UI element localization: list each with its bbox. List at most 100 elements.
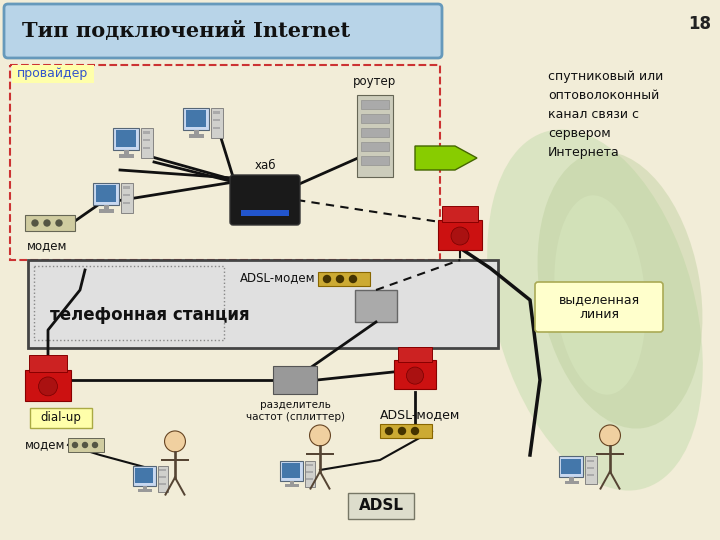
Text: выделенная
линия: выделенная линия bbox=[559, 293, 639, 321]
Bar bbox=[282, 463, 300, 477]
Bar bbox=[212, 119, 220, 122]
Bar bbox=[398, 347, 432, 362]
Circle shape bbox=[349, 275, 356, 282]
Bar bbox=[355, 290, 397, 322]
Text: ADSL: ADSL bbox=[359, 498, 403, 514]
Bar bbox=[285, 484, 299, 487]
Text: телефонная станция: телефонная станция bbox=[50, 306, 250, 324]
Circle shape bbox=[310, 425, 330, 446]
Circle shape bbox=[385, 428, 392, 435]
Bar bbox=[159, 476, 166, 478]
Text: провайдер: провайдер bbox=[17, 68, 89, 80]
Bar bbox=[306, 471, 313, 473]
Bar bbox=[361, 156, 389, 165]
Text: Тип подключений Internet: Тип подключений Internet bbox=[22, 21, 350, 41]
Bar bbox=[587, 467, 594, 469]
Text: dial-up: dial-up bbox=[40, 411, 81, 424]
Circle shape bbox=[165, 431, 186, 452]
Bar bbox=[25, 215, 75, 231]
Text: ADSL-модем: ADSL-модем bbox=[240, 272, 315, 285]
Bar bbox=[361, 114, 389, 123]
FancyBboxPatch shape bbox=[230, 175, 300, 225]
Bar bbox=[93, 183, 119, 205]
Text: ADSL-модем: ADSL-модем bbox=[380, 408, 460, 421]
Bar bbox=[122, 194, 130, 197]
Bar bbox=[12, 65, 94, 83]
Circle shape bbox=[336, 275, 343, 282]
FancyBboxPatch shape bbox=[4, 4, 442, 58]
Bar bbox=[306, 477, 313, 480]
Bar bbox=[119, 154, 134, 158]
Bar bbox=[361, 100, 389, 109]
Bar bbox=[186, 110, 206, 126]
Bar bbox=[357, 95, 393, 177]
Circle shape bbox=[73, 442, 78, 448]
Bar bbox=[122, 201, 130, 204]
Bar bbox=[104, 205, 109, 209]
Text: модем: модем bbox=[25, 438, 66, 451]
Circle shape bbox=[412, 428, 418, 435]
Bar bbox=[115, 130, 136, 146]
Bar bbox=[133, 466, 156, 485]
Text: хаб: хаб bbox=[254, 159, 276, 172]
Bar bbox=[587, 474, 594, 476]
Bar bbox=[122, 186, 130, 189]
Bar bbox=[306, 464, 313, 466]
Circle shape bbox=[44, 220, 50, 226]
Bar bbox=[96, 185, 116, 201]
Circle shape bbox=[451, 227, 469, 245]
Bar bbox=[570, 477, 575, 481]
Bar bbox=[305, 461, 315, 487]
FancyBboxPatch shape bbox=[535, 282, 663, 332]
Bar bbox=[289, 481, 294, 484]
Bar bbox=[562, 459, 580, 474]
Text: роутер: роутер bbox=[354, 75, 397, 88]
Text: 18: 18 bbox=[688, 15, 711, 33]
Bar bbox=[124, 150, 129, 154]
Bar bbox=[135, 468, 153, 483]
Bar bbox=[564, 481, 579, 484]
Bar bbox=[141, 128, 153, 158]
Bar bbox=[380, 424, 432, 438]
Circle shape bbox=[92, 442, 97, 448]
FancyArrow shape bbox=[415, 146, 477, 170]
Circle shape bbox=[39, 377, 58, 396]
Bar bbox=[348, 493, 414, 519]
Bar bbox=[211, 108, 223, 138]
Bar bbox=[29, 355, 67, 372]
Bar bbox=[559, 456, 583, 477]
Bar bbox=[30, 408, 92, 428]
Circle shape bbox=[56, 220, 62, 226]
Bar bbox=[212, 126, 220, 129]
Bar bbox=[99, 209, 114, 213]
Bar bbox=[143, 146, 150, 149]
Ellipse shape bbox=[554, 195, 646, 395]
Circle shape bbox=[600, 425, 621, 446]
Bar bbox=[212, 111, 220, 114]
Bar bbox=[241, 210, 289, 216]
Bar bbox=[68, 438, 104, 452]
Bar bbox=[158, 466, 168, 492]
Text: спутниковый или
оптоволоконный
канал связи с
сервером
Интернета: спутниковый или оптоволоконный канал свя… bbox=[548, 70, 663, 159]
Bar bbox=[442, 206, 478, 222]
Bar bbox=[138, 489, 152, 492]
Bar bbox=[25, 369, 71, 401]
Bar bbox=[121, 183, 133, 213]
Bar bbox=[159, 469, 166, 471]
Bar bbox=[113, 128, 138, 150]
Text: разделитель
частот (сплиттер): разделитель частот (сплиттер) bbox=[246, 400, 344, 422]
Bar bbox=[143, 139, 150, 141]
Bar bbox=[273, 366, 317, 394]
Bar bbox=[280, 461, 302, 481]
Bar bbox=[183, 108, 209, 130]
Circle shape bbox=[323, 275, 330, 282]
Circle shape bbox=[398, 428, 405, 435]
Bar bbox=[394, 360, 436, 389]
Ellipse shape bbox=[538, 151, 703, 429]
Bar bbox=[28, 260, 498, 348]
Bar bbox=[585, 456, 597, 484]
Bar bbox=[143, 485, 148, 489]
Bar bbox=[194, 130, 199, 134]
Bar bbox=[438, 220, 482, 250]
Bar bbox=[587, 460, 594, 462]
